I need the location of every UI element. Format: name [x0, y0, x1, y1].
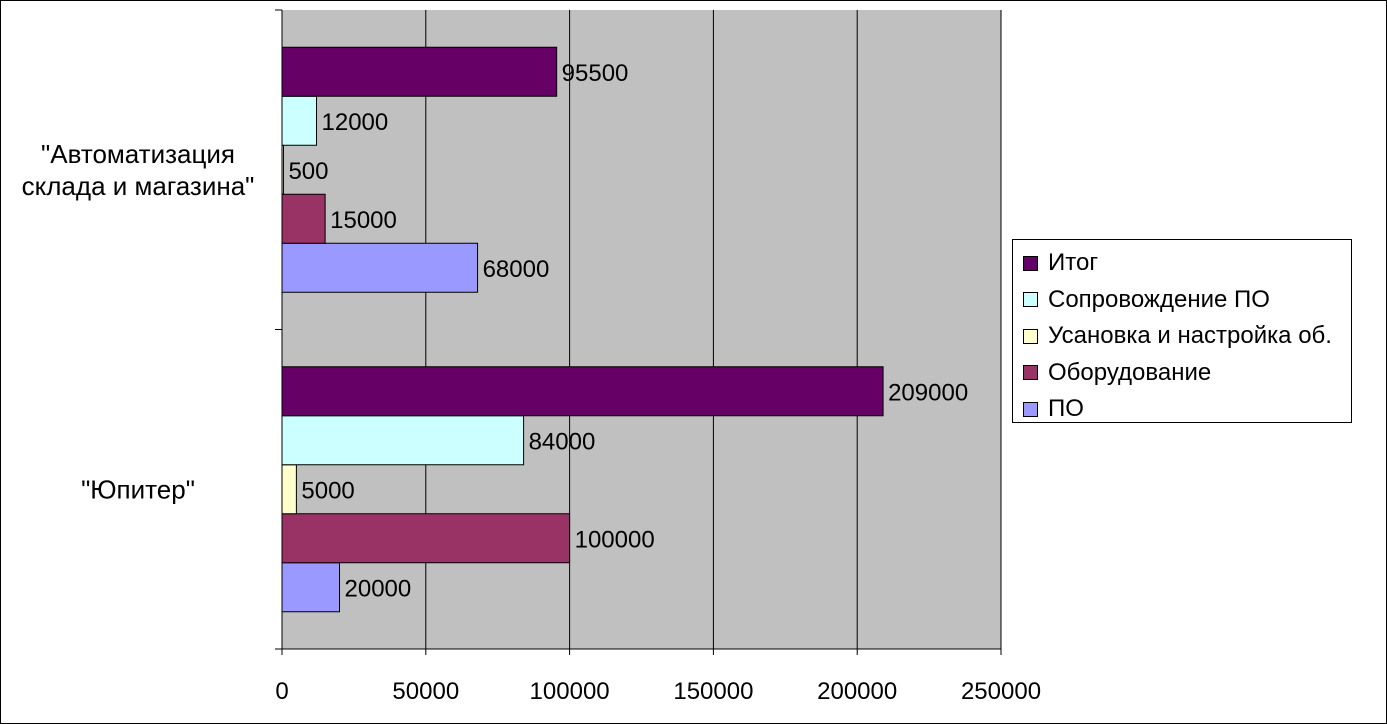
tick-labels: 0 50000 100000 150000 200000 250000: [275, 649, 1041, 705]
category-label: "Автоматизация склада и магазина": [22, 139, 255, 201]
legend-item: Итог: [1023, 248, 1098, 278]
data-label: 12000: [322, 109, 389, 136]
x-tick-label: 100000: [530, 678, 610, 705]
data-label: 84000: [529, 428, 596, 455]
data-label: 15000: [330, 207, 397, 234]
data-label: 20000: [345, 575, 412, 602]
legend-swatch: [1023, 401, 1038, 417]
x-tick-label: 200000: [817, 678, 897, 705]
legend-label: Усановка и настройка об.: [1048, 322, 1332, 349]
legend-item: ПО: [1023, 394, 1084, 424]
legend: Итог Сопровождение ПО Усановка и настройка…: [1012, 239, 1352, 423]
legend-swatch: [1023, 328, 1038, 344]
x-tick-label: 250000: [961, 678, 1041, 705]
legend-item: Сопровождение ПО: [1023, 285, 1270, 315]
x-tick-label: 50000: [392, 678, 459, 705]
legend-swatch: [1023, 365, 1038, 380]
data-label: 500: [288, 158, 328, 185]
data-label: 5000: [301, 477, 354, 504]
bar: [281, 415, 525, 466]
legend-label: ПО: [1048, 395, 1084, 422]
bar: [281, 513, 571, 564]
legend-label: Сопровождение ПО: [1048, 285, 1270, 313]
legend-item: Усановка и настройка об.: [1023, 321, 1332, 351]
axes: [275, 9, 1001, 650]
legend-swatch: [1023, 292, 1038, 307]
bar: [281, 193, 326, 244]
legend-item: Оборудование: [1023, 358, 1211, 388]
bar: [281, 464, 297, 515]
legend-label: Итог: [1048, 249, 1099, 276]
bars: [281, 46, 884, 613]
legend-label: Оборудование: [1048, 358, 1212, 386]
bar: [281, 562, 341, 613]
data-label: 95500: [562, 60, 629, 87]
category-label: "Юпитер": [81, 474, 195, 504]
bar: [281, 95, 318, 146]
bar: [281, 242, 479, 293]
legend-swatch: [1023, 255, 1038, 271]
data-label: 209000: [888, 379, 968, 406]
x-tick-label: 0: [275, 678, 288, 705]
data-label: 68000: [483, 256, 550, 283]
x-tick-label: 150000: [673, 678, 753, 705]
data-label: 100000: [575, 526, 655, 553]
category-labels: "Юпитер" "Автоматизация склада и магазина": [22, 139, 255, 505]
bar: [281, 366, 884, 417]
bar: [281, 46, 558, 97]
